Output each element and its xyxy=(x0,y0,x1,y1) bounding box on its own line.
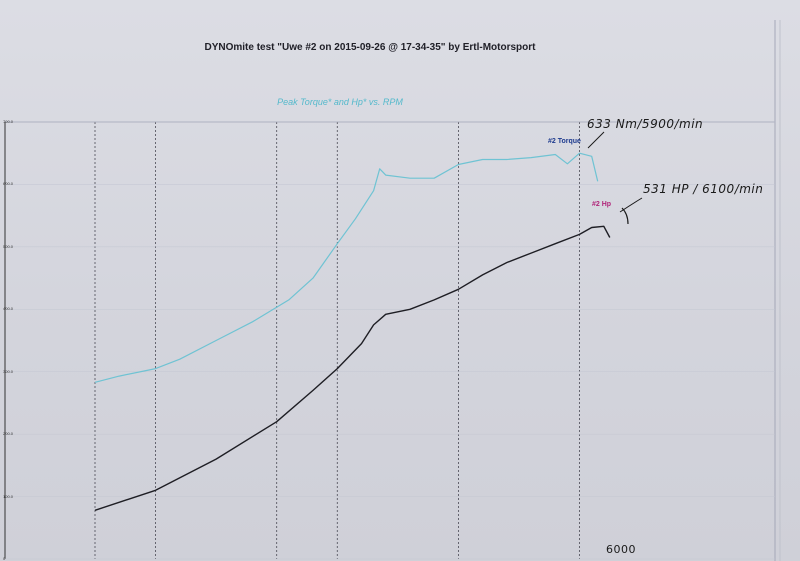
annotation-peak-hp: 531 HP / 6100/min xyxy=(643,182,764,196)
y-tick-label: 700.0 xyxy=(3,119,14,124)
legend-hp: #2 Hp xyxy=(592,201,612,208)
chart-frame xyxy=(4,20,781,561)
annotation-peak-torque: 633 Nm/5900/min xyxy=(587,117,704,131)
chart-title: Peak Torque* and Hp* vs. RPM xyxy=(277,97,403,107)
y-tick-label: 400.0 xyxy=(3,306,14,312)
y-tick-label: 200.0 xyxy=(3,431,14,437)
hp-pointer-mark xyxy=(619,197,643,213)
hand-marks xyxy=(587,131,643,225)
series-line--2-hp xyxy=(94,225,611,511)
annotation-6000-rpm: 6000 xyxy=(606,543,636,556)
y-tick-label: 0 xyxy=(3,556,6,561)
y-tick-label: 600.0 xyxy=(3,181,14,187)
y-tick-label: 500.0 xyxy=(3,243,14,249)
y-tick-label: 100.0 xyxy=(3,493,14,499)
y-tick-label: 300.0 xyxy=(3,368,14,374)
plot-lines xyxy=(94,152,611,511)
hp-peak-tick xyxy=(621,207,629,225)
legend-torque: #2 Torque xyxy=(548,138,581,145)
grid-lines xyxy=(5,121,775,560)
series-line--2-torque xyxy=(94,152,599,383)
page-title: DYNOmite test "Uwe #2 on 2015-09-26 @ 17… xyxy=(204,42,536,53)
torque-pointer-mark xyxy=(587,131,605,149)
